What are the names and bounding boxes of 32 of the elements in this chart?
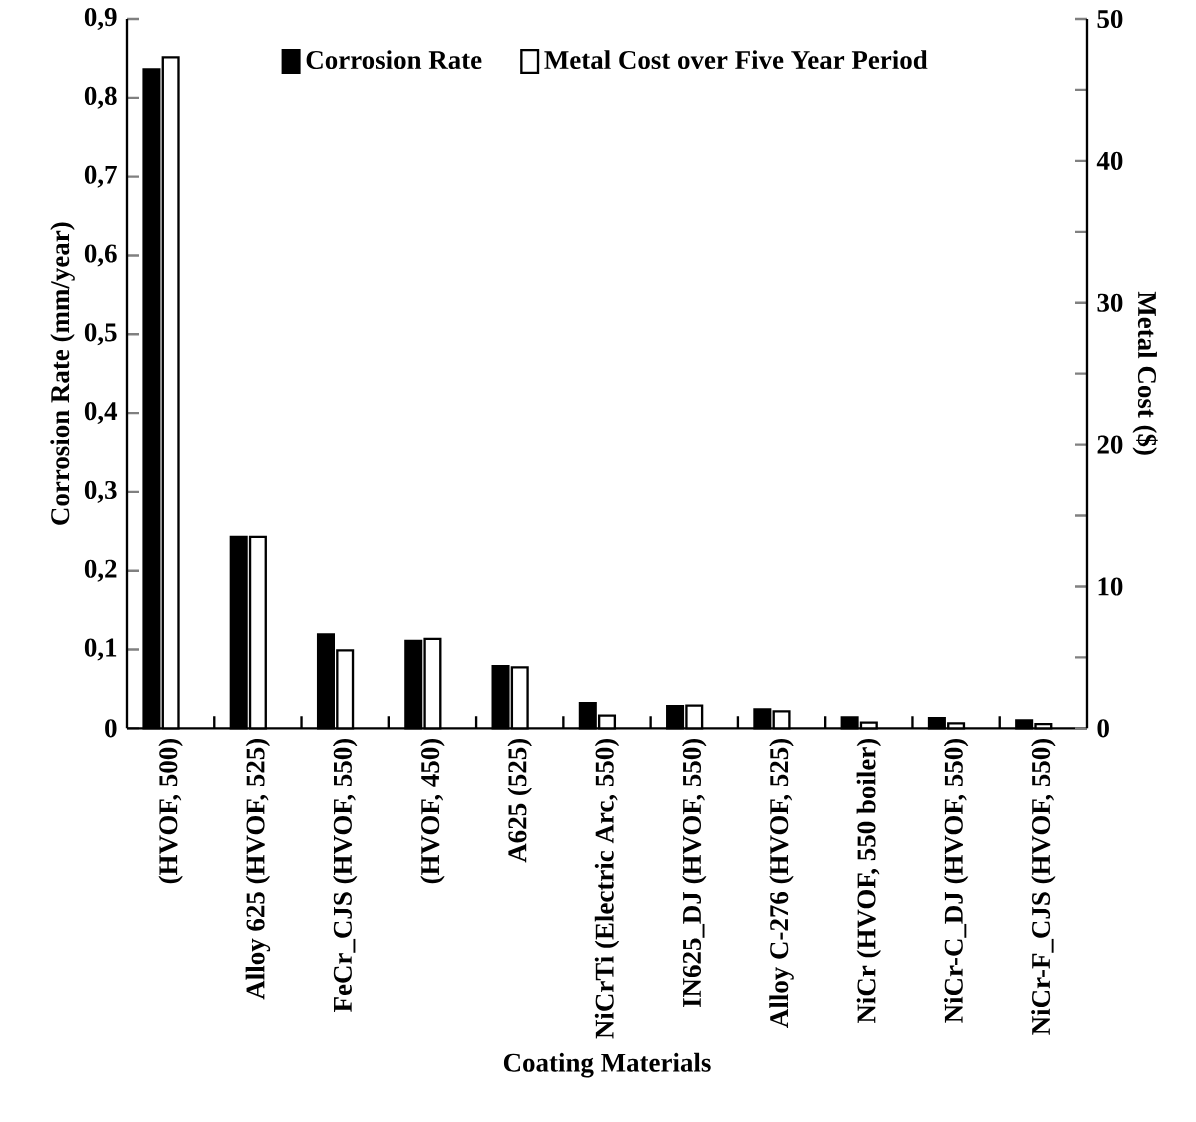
y-tick-label: 0,4 [84,402,118,425]
y2-tick-label: 20 [1097,435,1123,454]
legend-label: Corrosion Rate [306,50,482,70]
x-tick-label: NiCrTi (Electric Arc, 550) [594,739,620,1039]
x-tick-label: A625 (525) [507,739,532,863]
y-tick-label: 0,5 [84,323,117,346]
x-tick-label: NiCr-C_DJ (HVOF, 550) [943,739,969,1024]
y-axis-title: Corrosion Rate (mm/year) [50,222,75,525]
x-tick-label: Alloy 625 (HVOF, 525) [245,739,271,1000]
y2-tick-label: 10 [1098,577,1123,596]
y2-tick-label: 50 [1097,10,1123,29]
y2-tick-label: 0 [1097,719,1109,738]
legend-label: Metal Cost over Five Year Period [544,50,928,70]
x-tick-label: NiCr (HVOF, 550 boiler) [856,739,882,1024]
y-tick-label: 0 [105,719,117,738]
y-tick-label: 0,6 [84,244,117,267]
x-tick-label: Alloy C-276 (HVOF, 525) [769,739,794,1029]
x-tick-label: IN625_DJ (HVOF, 550) [682,739,707,1008]
y2-tick-label: 30 [1097,293,1123,312]
y-tick-label: 0,3 [84,481,117,504]
y-tick-label: 0,9 [84,8,117,31]
y2-tick-label: 40 [1096,151,1123,171]
x-tick-label: FeCr_CJS (HVOF, 550) [332,739,358,1013]
x-tick-label: NiCr-F_CJS (HVOF, 550) [1031,739,1056,1036]
y-tick-label: 0,7 [84,165,117,188]
y-tick-label: 0,2 [84,559,117,582]
y-tick-label: 0,8 [84,86,117,110]
x-tick-label: (HVOF, 450) [420,739,445,884]
y-tick-label: 0,1 [84,638,117,661]
x-axis-title: Coating Materials [503,1052,711,1078]
x-tick-label: (HVOF, 500) [158,739,183,884]
y2-axis-title: Metal Cost ($) [1132,292,1158,455]
